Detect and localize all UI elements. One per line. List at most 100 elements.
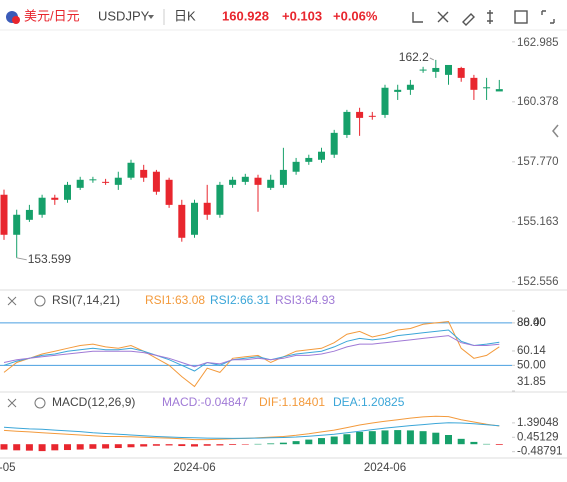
macd-bar [279,442,287,445]
legend-entry: DEA:1.20825 [333,395,405,409]
macd-bar [457,438,465,445]
rsi-line [3,329,500,372]
candle-body [495,89,503,92]
candle-body [356,111,364,118]
y-tick-label: 162.985 [517,37,559,49]
panel-title: RSI(7,14,21) [52,293,120,307]
macd-bar [102,444,110,449]
macd-bar [394,430,402,445]
macd-bar [178,444,186,447]
tool-icon[interactable] [412,12,423,23]
legend-entry: RSI3:64.93 [275,293,335,307]
macd-bar [406,430,414,445]
macd-bar [356,431,364,445]
macd-bar [254,443,262,445]
legend-entry: RSI1:63.08 [145,293,205,307]
legend-entry: DIF:1.18401 [259,395,325,409]
tool-icon[interactable] [462,13,475,26]
macd-bar [368,431,376,445]
macd-bar [330,436,338,445]
y-tick-label: 0.45129 [517,431,559,443]
candle-body [292,161,300,172]
macd-bar [216,444,224,446]
candle-body [51,197,59,200]
annotation-leader [429,57,435,61]
dropdown-arrow[interactable] [148,15,154,19]
y-tick-label: -0.48791 [517,446,562,458]
candle-body [203,202,211,215]
candle-body [127,162,135,178]
candle-body [165,179,173,205]
collapse-arrow[interactable] [552,124,559,138]
macd-bar [381,430,389,445]
macd-bar [318,438,325,445]
candle-body [191,202,198,235]
macd-bar [203,444,211,446]
candle-body [64,184,71,200]
y-tick-label: 88.40 [517,317,546,329]
candle-body [330,132,338,155]
change: +0.103 [282,8,322,23]
macd-bar [432,432,440,445]
candle-body [419,69,427,71]
panel-icon[interactable] [34,295,46,307]
y-tick-label: 60.14 [517,345,546,357]
panel-icon[interactable] [34,397,46,409]
panel-icon[interactable] [7,398,17,408]
candle-body [394,89,402,92]
macd-bar [470,441,478,445]
panel-title: MACD(12,26,9) [52,395,135,409]
candle-body [406,84,414,90]
candle-body [305,157,313,162]
candle-body [114,177,122,185]
candle-body [432,67,440,72]
y-tick-label: 80.00 [517,317,546,329]
price: 160.928 [222,8,269,23]
annotation-leader [16,257,27,261]
candle-body [279,169,287,185]
x-tick-label: 2024-06 [173,462,215,474]
legend-entry: RSI2:66.31 [210,293,270,307]
candle-body [267,179,275,188]
symbol[interactable]: USDJPY [98,8,150,23]
legend-entry: MACD:-0.04847 [162,395,248,409]
candle-body [229,179,237,185]
macd-bar [343,434,351,445]
macd-bar [241,444,249,445]
period[interactable]: 日K [174,8,196,23]
candle-body [140,169,148,178]
macd-bar [165,444,173,446]
macd-bar [445,435,452,445]
pair-name[interactable]: 美元/日元 [24,8,80,23]
candle-body [76,179,84,188]
macd-bar [38,444,46,452]
macd-bar [229,444,237,445]
flag-icon [12,16,20,24]
tool-icon[interactable] [514,10,528,24]
macd-line [3,422,500,439]
high-annotation: 162.2 [399,50,429,64]
macd-bar [76,444,84,450]
candle-body [483,87,491,89]
macd-bar [114,444,122,449]
panel-icon[interactable] [7,296,17,306]
candle-body [254,177,262,185]
tool-icon[interactable] [437,11,449,23]
macd-bar [64,444,71,451]
macd-bar [419,431,427,445]
macd-bar [191,444,198,447]
y-tick-label: 50.00 [517,359,546,371]
candle-body [152,171,160,192]
rsi-line [3,320,500,388]
candle-body [241,176,249,182]
y-tick-label: 1.39048 [517,417,559,429]
candle-body [38,197,46,215]
y-tick-label: 155.163 [517,216,559,228]
macd-bar [140,444,148,447]
tool-icon[interactable] [487,10,493,24]
tool-icon[interactable] [541,10,555,24]
rsi-line [3,335,500,368]
y-tick-label: 152.556 [517,276,559,288]
macd-bar [25,444,33,451]
macd-bar [495,444,503,445]
